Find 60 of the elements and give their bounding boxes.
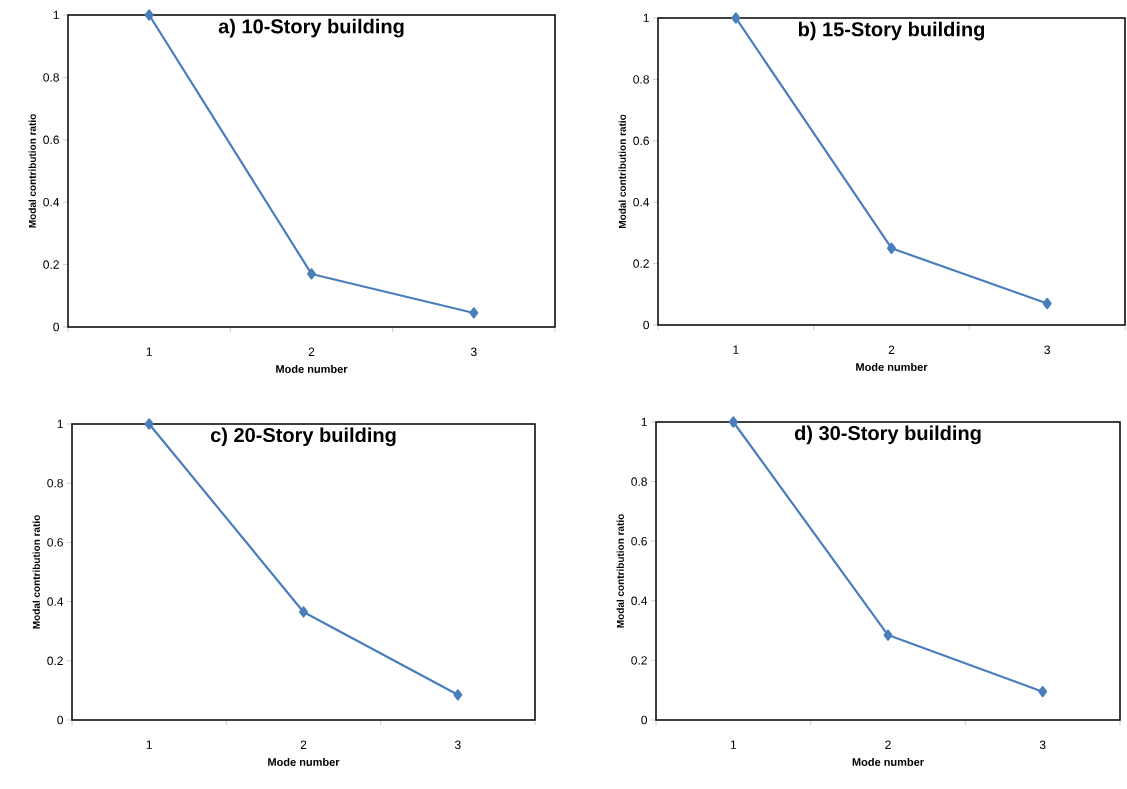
point bbox=[1038, 686, 1048, 698]
chart-title: a) 10-Story building bbox=[218, 18, 404, 38]
y-tick-label: 0.2 bbox=[43, 260, 59, 269]
y-tick-label: 0.8 bbox=[631, 477, 647, 486]
x-axis-title: Mode number bbox=[852, 757, 924, 766]
x-tick-label: 3 bbox=[1044, 345, 1050, 355]
y-tick-label: 1 bbox=[643, 13, 649, 23]
y-tick-label: 0.4 bbox=[47, 597, 64, 606]
y-tick-label: 0.4 bbox=[43, 197, 60, 207]
y-tick-label: 0.8 bbox=[43, 73, 59, 82]
y-axis-title: Modal contribution ratio bbox=[32, 515, 40, 629]
y-tick-label: 0.6 bbox=[631, 536, 647, 546]
chart-title: b) 15-Story building bbox=[798, 21, 985, 41]
y-tick-label: 0.2 bbox=[631, 656, 647, 665]
x-tick-label: 2 bbox=[300, 740, 307, 749]
y-tick-label: 0 bbox=[643, 320, 650, 330]
point bbox=[144, 9, 154, 21]
point bbox=[731, 12, 741, 24]
y-tick-label: 0.6 bbox=[43, 135, 59, 145]
x-tick-label: 1 bbox=[146, 347, 152, 356]
y-axis-title: Modal contribution ratio bbox=[28, 114, 36, 228]
x-tick-label: 1 bbox=[730, 740, 737, 749]
y-tick-label: 0 bbox=[641, 715, 648, 725]
y-tick-label: 0.2 bbox=[47, 656, 63, 666]
point bbox=[728, 416, 738, 428]
x-tick-label: 2 bbox=[308, 347, 315, 356]
y-tick-label: 0.8 bbox=[47, 478, 63, 488]
point bbox=[883, 629, 893, 641]
point bbox=[144, 418, 154, 430]
y-tick-label: 0.6 bbox=[633, 136, 649, 146]
point bbox=[307, 268, 316, 280]
x-tick-label: 2 bbox=[888, 345, 895, 354]
chart-title: d) 30-Story building bbox=[794, 425, 981, 445]
x-axis-title: Mode number bbox=[276, 364, 348, 373]
x-axis-title: Mode number bbox=[856, 362, 928, 371]
x-axis-title: Mode number bbox=[268, 757, 340, 766]
y-axis-title: Modal contribution ratio bbox=[616, 514, 624, 628]
y-tick-label: 0.4 bbox=[631, 596, 648, 606]
y-tick-label: 1 bbox=[57, 419, 63, 429]
point bbox=[887, 242, 896, 254]
y-tick-label: 0 bbox=[53, 322, 60, 332]
point bbox=[1042, 297, 1052, 310]
y-tick-label: 0.4 bbox=[633, 197, 650, 207]
point bbox=[453, 689, 463, 701]
x-tick-label: 3 bbox=[454, 740, 461, 750]
x-tick-label: 2 bbox=[885, 740, 891, 749]
y-tick-label: 0.6 bbox=[47, 538, 63, 547]
y-axis-title: Modal contribution ratio bbox=[618, 114, 626, 229]
y-tick-label: 0.8 bbox=[633, 75, 649, 84]
x-tick-label: 1 bbox=[146, 740, 152, 749]
x-tick-label: 3 bbox=[1039, 740, 1046, 750]
chart-title: c) 20-Story building bbox=[210, 427, 396, 447]
y-tick-label: 0.2 bbox=[633, 259, 649, 268]
x-tick-label: 3 bbox=[470, 347, 477, 357]
y-tick-label: 1 bbox=[53, 10, 59, 20]
point bbox=[469, 307, 479, 319]
x-tick-label: 1 bbox=[733, 345, 739, 354]
y-tick-label: 1 bbox=[641, 417, 647, 427]
point bbox=[299, 606, 308, 618]
y-tick-label: 0 bbox=[57, 715, 64, 725]
